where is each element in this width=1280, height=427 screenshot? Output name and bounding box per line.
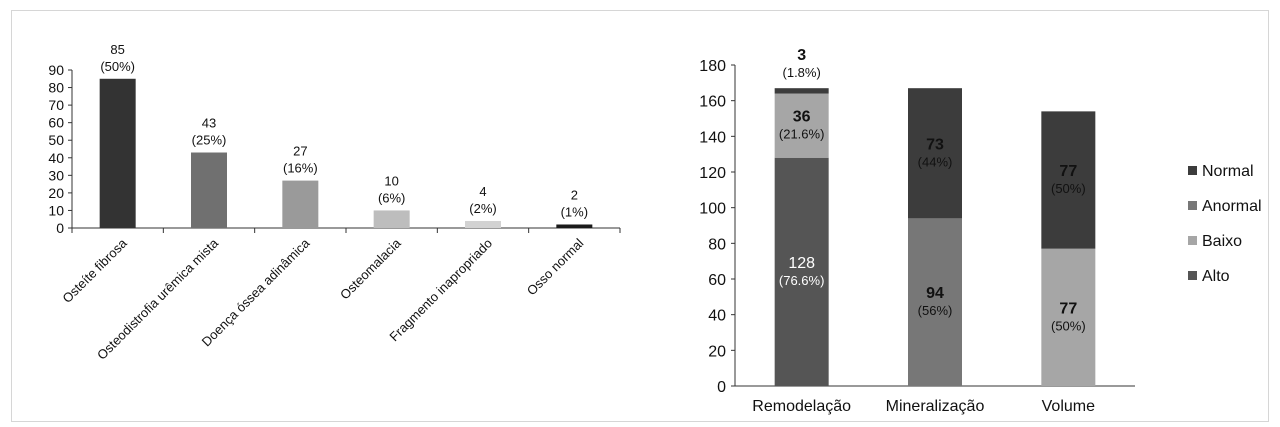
x-tick-label: Remodelação bbox=[752, 398, 851, 415]
y-tick-label: 0 bbox=[717, 379, 726, 396]
legend-label-alto: Alto bbox=[1202, 268, 1230, 285]
legend-label-normal: Normal bbox=[1202, 163, 1254, 180]
legend-swatch-alto bbox=[1188, 271, 1197, 280]
y-tick-label: 40 bbox=[48, 150, 64, 166]
segment-baixo-volume bbox=[1041, 248, 1096, 386]
data-label-percent: (6%) bbox=[378, 190, 405, 205]
y-tick-label: 180 bbox=[699, 58, 726, 75]
y-tick-label: 0 bbox=[56, 220, 64, 236]
x-tick-label: Mineralização bbox=[886, 398, 985, 415]
y-tick-label: 10 bbox=[48, 202, 64, 218]
data-label-value: 85 bbox=[110, 42, 124, 57]
legend-swatch-normal bbox=[1188, 166, 1197, 175]
data-label-value: 128 bbox=[788, 255, 815, 272]
x-tick-label: Fragmento inapropriado bbox=[386, 236, 495, 345]
segment-anormal-mineralizacao bbox=[908, 218, 962, 386]
data-label-percent: (50%) bbox=[1051, 318, 1086, 333]
bar-osso-normal bbox=[556, 224, 593, 228]
histomorphometry-stacked-chart: 0 20 40 60 80 100 120 140 160 180 128(76.6%) 36(21.… bbox=[699, 47, 1262, 415]
y-tick-label: 70 bbox=[48, 97, 64, 113]
y-tick-label: 80 bbox=[48, 80, 64, 96]
y-tick-label: 30 bbox=[48, 167, 64, 183]
y-tick-label: 60 bbox=[48, 115, 64, 131]
data-label-value: 3 bbox=[797, 47, 806, 64]
y-tick-label: 160 bbox=[699, 94, 726, 111]
data-label-value: 4 bbox=[479, 184, 486, 199]
x-tick-label: Volume bbox=[1042, 398, 1095, 415]
data-label-percent: (44%) bbox=[918, 154, 953, 169]
data-label-value: 77 bbox=[1059, 300, 1077, 317]
data-label-percent: (2%) bbox=[469, 201, 496, 216]
data-label-value: 10 bbox=[384, 173, 398, 188]
y-tick-label: 60 bbox=[708, 272, 726, 289]
y-tick-label: 20 bbox=[48, 185, 64, 201]
x-tick-label: Doença óssea adinâmica bbox=[199, 235, 313, 349]
segment-normal-volume bbox=[1041, 111, 1096, 249]
segment-normal-mineralizacao bbox=[908, 88, 962, 219]
data-label-value: 73 bbox=[926, 136, 944, 153]
data-label-percent: (1%) bbox=[561, 204, 588, 219]
legend-swatch-anormal bbox=[1188, 201, 1197, 210]
figure-border bbox=[11, 10, 1269, 422]
bar-doenca-ossea-adinamica bbox=[282, 180, 319, 228]
legend-swatch-baixo bbox=[1188, 236, 1197, 245]
data-label-percent: (76.6%) bbox=[779, 273, 825, 288]
data-label-value: 43 bbox=[202, 116, 216, 131]
x-tick-label: Osteíte fibrosa bbox=[59, 235, 130, 306]
data-label-percent: (50%) bbox=[100, 59, 135, 74]
y-tick-label: 20 bbox=[708, 343, 726, 360]
y-tick-label: 140 bbox=[699, 129, 726, 146]
data-label-value: 36 bbox=[793, 109, 811, 126]
bar-fragmento-inapropriado bbox=[465, 220, 501, 228]
data-label-value: 2 bbox=[571, 187, 578, 202]
data-label-percent: (56%) bbox=[918, 303, 953, 318]
data-label-percent: (25%) bbox=[192, 133, 227, 148]
y-tick-label: 120 bbox=[699, 165, 726, 182]
data-label-percent: (16%) bbox=[283, 161, 318, 176]
segment-baixo-remodelacao bbox=[774, 93, 829, 158]
legend-label-anormal: Anormal bbox=[1202, 198, 1262, 215]
bar-osteomalacia bbox=[373, 210, 410, 228]
y-tick-label: 90 bbox=[48, 62, 64, 78]
y-tick-label: 50 bbox=[48, 132, 64, 148]
segment-alto-remodelacao bbox=[774, 157, 829, 386]
data-label-percent: (1.8%) bbox=[783, 65, 821, 80]
segment-normal-remodelacao bbox=[774, 88, 829, 94]
x-tick-label: Osteomalacia bbox=[337, 235, 404, 302]
y-tick-label: 80 bbox=[708, 236, 726, 253]
data-label-value: 27 bbox=[293, 144, 307, 159]
y-tick-label: 100 bbox=[699, 201, 726, 218]
data-label-percent: (50%) bbox=[1051, 181, 1086, 196]
y-tick-label: 40 bbox=[708, 308, 726, 325]
data-label-value: 77 bbox=[1059, 163, 1077, 180]
legend-label-baixo: Baixo bbox=[1202, 233, 1242, 250]
bar-osteite-fibrosa bbox=[99, 78, 136, 229]
x-tick-label: Osso normal bbox=[524, 235, 587, 298]
data-label-percent: (21.6%) bbox=[779, 127, 825, 142]
data-label-value: 94 bbox=[926, 285, 944, 302]
bar-osteodistrofia-uremica-mista bbox=[191, 152, 227, 228]
